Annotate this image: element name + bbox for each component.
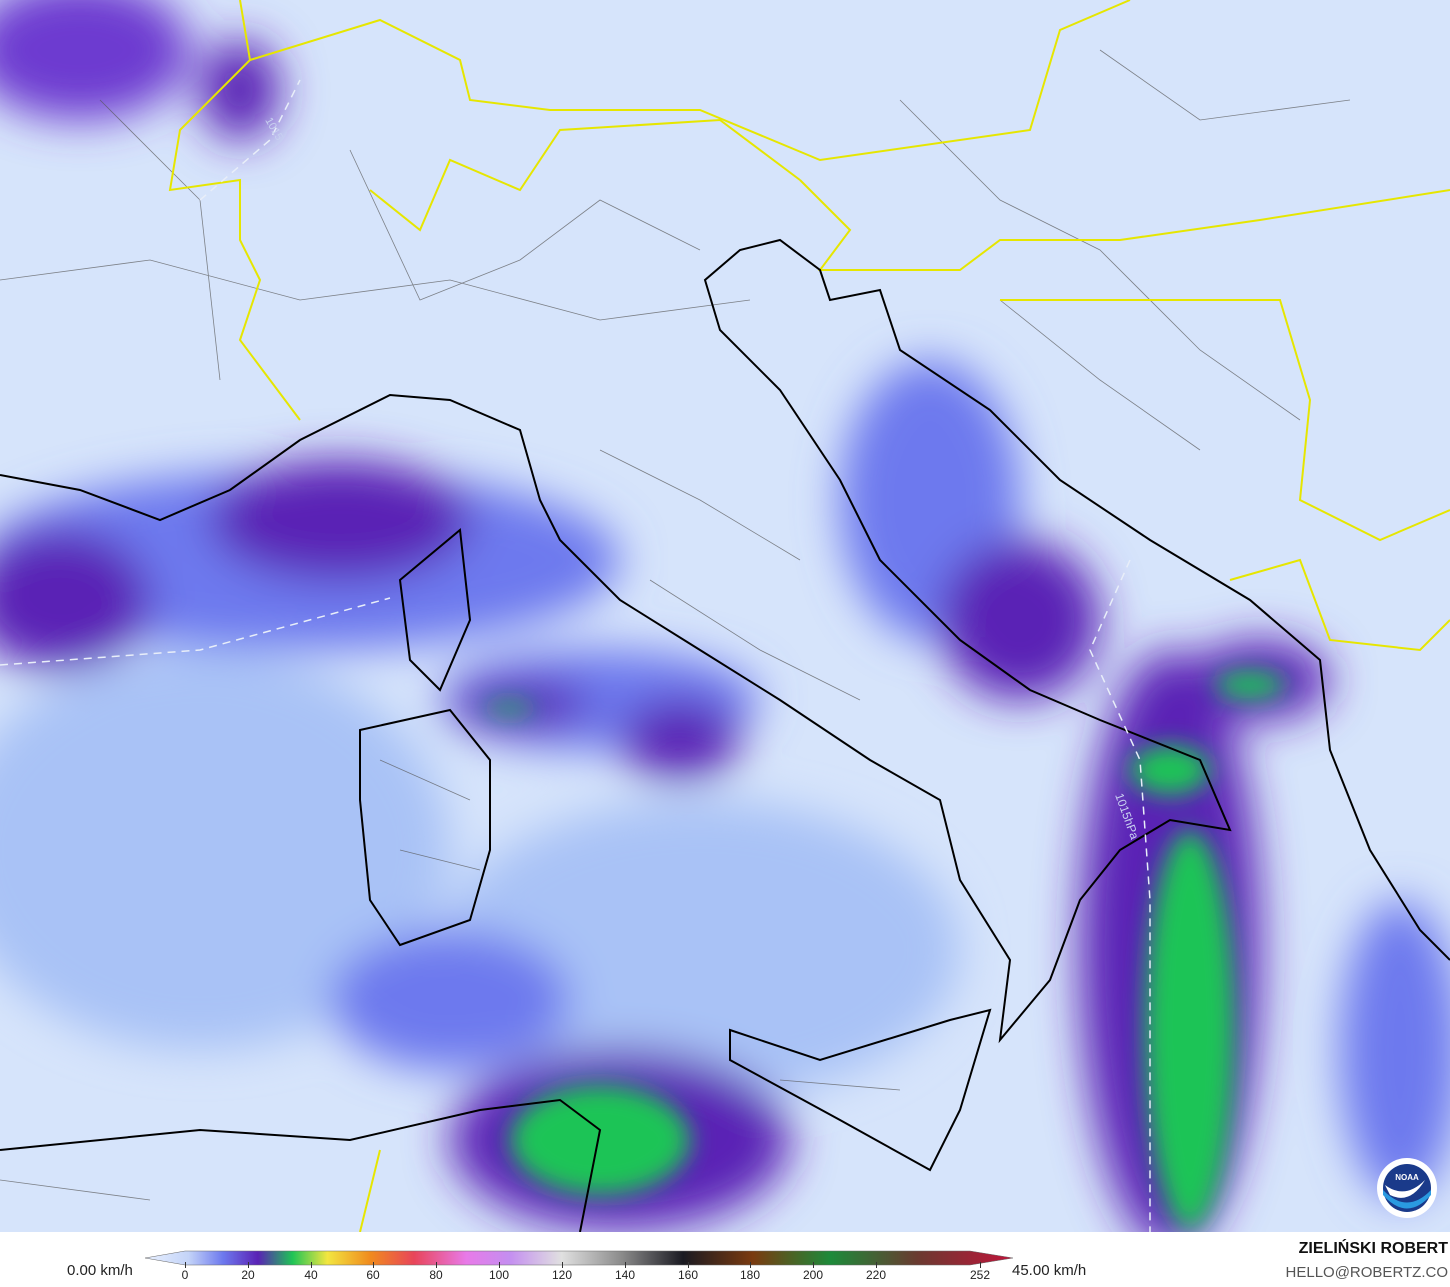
colorbar-tick-label: 40 <box>304 1268 318 1282</box>
mainland-coast <box>0 238 1450 1044</box>
corsica-coast <box>398 528 472 692</box>
noaa-logo-text: NOAA <box>1395 1173 1419 1182</box>
colorbar-tick-mark <box>750 1262 751 1268</box>
colorbar-tick-mark <box>625 1262 626 1268</box>
noaa-logo: NOAA <box>1377 1158 1437 1218</box>
colorbar-tick-mark <box>980 1262 981 1268</box>
colorbar-tick-mark <box>562 1262 563 1268</box>
colorbar-tick-label: 0 <box>181 1268 189 1282</box>
sicily-coast <box>729 1008 992 1172</box>
colorbar-tick-label: 100 <box>488 1268 510 1282</box>
colorbar-tick-label: 20 <box>241 1268 255 1282</box>
colorbar-tick-mark <box>499 1262 500 1268</box>
colorbar-tick-label: 60 <box>366 1268 380 1282</box>
colorbar-tick-label: 80 <box>429 1268 443 1282</box>
colorbar-tick-label: 140 <box>614 1268 636 1282</box>
colorbar-tick-label: 120 <box>551 1268 573 1282</box>
coastlines <box>0 238 1450 1232</box>
colorbar-tick-mark <box>813 1262 814 1268</box>
colorbar-tick-mark <box>373 1262 374 1268</box>
author-credit: ZIELIŃSKI ROBERT <box>1298 1240 1448 1257</box>
colorbar-tick-label: 220 <box>865 1268 887 1282</box>
colorbar-tick-mark <box>688 1262 689 1268</box>
colorbar-tick-mark <box>311 1262 312 1268</box>
sardinia-coast <box>359 708 491 947</box>
colorbar-tick-label: 180 <box>739 1268 761 1282</box>
wind-max-areas <box>485 671 1285 1230</box>
africa-coast <box>0 1098 602 1232</box>
isobars <box>0 79 1151 1232</box>
colorbar-tick-mark <box>248 1262 249 1268</box>
legend-max-label: 45.00 km/h <box>1012 1262 1087 1279</box>
author-email: HELLO@ROBERTZ.CO <box>1285 1264 1448 1281</box>
colorbar-tick-mark <box>876 1262 877 1268</box>
colorbar-tick-mark <box>185 1262 186 1268</box>
country-borders <box>168 0 1450 1232</box>
colorbar-tick-label: 200 <box>802 1268 824 1282</box>
legend-min-label: 0.00 km/h <box>67 1262 133 1279</box>
colorbar-tick-label: 160 <box>677 1268 699 1282</box>
wind-speed-map: 1015hPa 1015 NOAA <box>0 0 1450 1232</box>
colorbar-tick-mark <box>436 1262 437 1268</box>
colorbar-tick-label: 252 <box>969 1268 991 1282</box>
colorbar <box>145 1250 1014 1266</box>
